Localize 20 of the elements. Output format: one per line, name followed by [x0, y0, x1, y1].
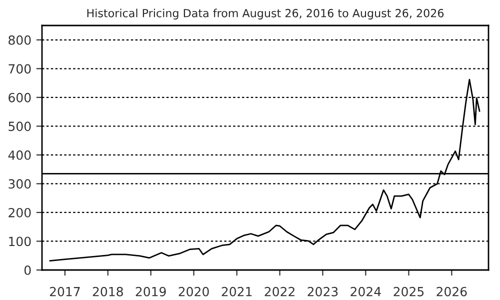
x-tick-label: 2021	[222, 286, 252, 296]
y-tick-label: 400	[8, 150, 31, 160]
y-tick-label: 700	[8, 64, 31, 74]
x-tick-label: 2026	[436, 286, 467, 296]
y-tick-label: 800	[8, 35, 31, 45]
y-tick-label: 200	[8, 208, 31, 218]
y-tick-label: 300	[8, 179, 31, 189]
x-tick-label: 2023	[308, 286, 338, 296]
y-tick-label: 600	[8, 92, 31, 102]
chart-title: Historical Pricing Data from August 26, 2016 to August 26, 2026	[87, 8, 444, 20]
x-tick-label: 2019	[136, 286, 166, 296]
x-tick-label: 2018	[92, 286, 123, 296]
x-tick-label: 2020	[178, 286, 209, 296]
y-tick-label: 0	[24, 265, 31, 275]
x-tick-label: 2022	[264, 286, 294, 296]
x-tick-label: 2025	[394, 286, 424, 296]
x-tick-label: 2017	[50, 286, 80, 296]
x-tick-label: 2024	[350, 286, 381, 296]
y-tick-label: 100	[9, 236, 31, 246]
y-tick-label: 500	[8, 122, 31, 132]
